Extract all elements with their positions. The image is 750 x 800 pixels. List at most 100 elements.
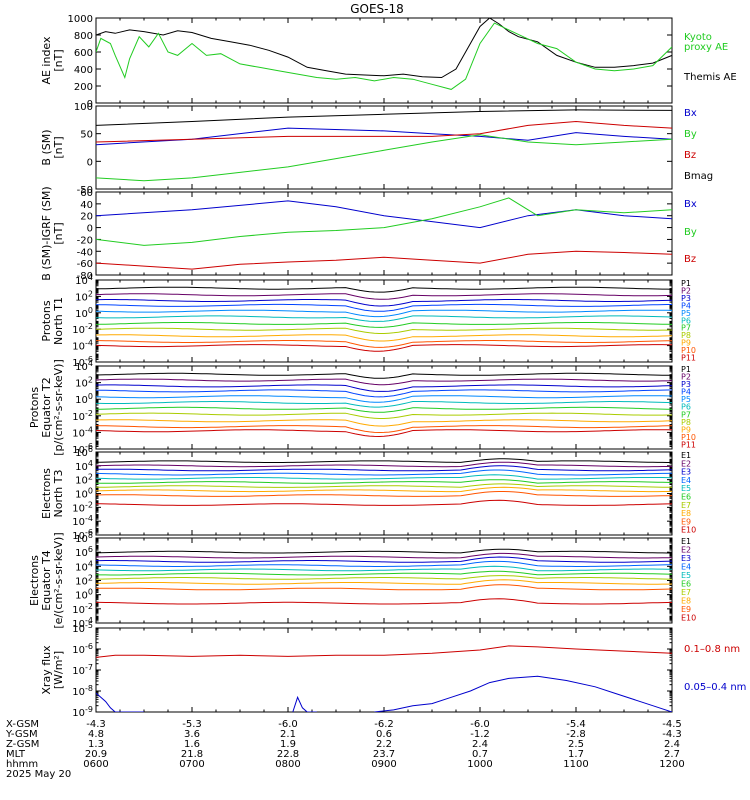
channel-e6 xyxy=(96,479,672,484)
y-tick-label: 102 xyxy=(75,289,93,303)
y-tick-label: 106 xyxy=(75,545,93,559)
legend-p6: P6 xyxy=(681,403,691,412)
y-tick-label: 10-8 xyxy=(72,684,93,698)
legend-p4: P4 xyxy=(681,301,691,310)
plot-area xyxy=(96,458,672,506)
legend-e10: E10 xyxy=(681,526,696,535)
x-row-value: 0700 xyxy=(179,759,204,770)
channel-p3 xyxy=(96,299,672,307)
x-row-value: 2.1 xyxy=(280,729,296,740)
y-axis-label: Xray flux xyxy=(40,645,53,695)
x-row-value: 1200 xyxy=(659,759,684,770)
y-tick-label: 100 xyxy=(75,487,93,501)
x-row-value: 2.5 xyxy=(568,739,584,750)
channel-p5 xyxy=(96,395,672,403)
legend-p2: P2 xyxy=(681,373,691,382)
plot-area xyxy=(96,548,672,605)
y-tick-label: 800 xyxy=(74,31,93,42)
y-tick-label: 10-4 xyxy=(72,339,93,353)
legend-entry: Kyoto xyxy=(684,32,712,43)
channel-p4 xyxy=(96,389,672,398)
x-row-value: 21.8 xyxy=(181,749,203,760)
channel-p2 xyxy=(96,378,672,386)
legend-e2: E2 xyxy=(681,459,691,468)
y-axis-label: North T1 xyxy=(52,297,65,345)
channel-e10 xyxy=(96,499,672,506)
channel-p4 xyxy=(96,303,672,312)
legend-p10: P10 xyxy=(681,346,696,355)
channel-p5 xyxy=(96,309,672,318)
legend-e9: E9 xyxy=(681,605,691,614)
x-row-value: 3.6 xyxy=(184,729,200,740)
x-row-value: 1.6 xyxy=(184,739,200,750)
y-tick-label: 10-9 xyxy=(72,705,93,719)
series-line xyxy=(96,134,672,182)
legend-entry: proxy AE xyxy=(684,42,728,53)
y-tick-label: 100 xyxy=(75,588,93,602)
x-row-label: Y-GSM xyxy=(5,729,38,740)
channel-p3 xyxy=(96,384,672,392)
x-row-value: -4.3 xyxy=(86,719,106,730)
y-axis-label: B (SM)-IGRF (SM) xyxy=(40,186,53,280)
y-axis-label: [nT] xyxy=(52,49,65,71)
x-row-value: 1100 xyxy=(563,759,588,770)
series-line xyxy=(96,197,672,246)
series-line xyxy=(96,18,672,79)
y-tick-label: 10-6 xyxy=(72,642,93,656)
channel-e3 xyxy=(96,556,672,563)
channel-e8 xyxy=(96,579,672,585)
channel-p9 xyxy=(96,419,672,427)
channel-e10 xyxy=(96,598,672,605)
y-tick-label: 102 xyxy=(75,376,93,390)
panel-5: 104 102 100 10-2 10-4 10-6 Protons Equator T2 [p… xyxy=(28,359,696,456)
panel-4: 104 102 100 10-2 10-4 10-6 Protons North T1 P1P2… xyxy=(40,273,696,369)
channel-e5 xyxy=(96,474,672,480)
y-tick-label: 10-2 xyxy=(72,322,93,336)
y-tick-label: 104 xyxy=(75,559,93,573)
plot-area xyxy=(96,18,672,90)
y-tick-label: 0 xyxy=(87,224,93,235)
legend-p6: P6 xyxy=(681,316,691,325)
channel-p11 xyxy=(96,344,672,352)
channel-e5 xyxy=(96,565,672,572)
y-tick-label: 106 xyxy=(75,445,93,459)
y-axis-label: [W/m²] xyxy=(52,651,65,689)
x-row-value: -5.4 xyxy=(566,719,586,730)
y-tick-label: 200 xyxy=(74,82,93,93)
panel-frame xyxy=(95,191,673,276)
legend-p11: P11 xyxy=(681,440,696,449)
legend-p10: P10 xyxy=(681,433,696,442)
series-line xyxy=(292,695,317,712)
y-tick-label: 400 xyxy=(74,65,93,76)
x-row-value: 2.2 xyxy=(376,739,392,750)
channel-p9 xyxy=(96,334,672,342)
y-tick-label: 10-6 xyxy=(72,355,93,369)
x-row-value: -1.2 xyxy=(470,729,490,740)
y-axis-label: [nT] xyxy=(52,136,65,158)
y-axis-label: Equator T2 xyxy=(40,377,53,437)
series-line xyxy=(96,109,672,126)
y-tick-label: 104 xyxy=(75,273,93,287)
x-row-value: -2.8 xyxy=(566,729,586,740)
channel-p1 xyxy=(96,372,672,379)
y-tick-label: 0 xyxy=(87,99,93,110)
series-line xyxy=(96,120,672,143)
legend-e9: E9 xyxy=(681,517,691,526)
x-row-label: X-GSM xyxy=(6,719,39,730)
date-label: 2025 May 20 xyxy=(6,769,71,780)
y-axis-label: AE index xyxy=(40,36,53,85)
legend-e2: E2 xyxy=(681,546,691,555)
x-row-value: -4.3 xyxy=(662,729,682,740)
legend-entry: 0.05–0.4 nm xyxy=(684,682,746,693)
x-row-value: 1.7 xyxy=(568,749,584,760)
channel-p1 xyxy=(96,286,672,293)
panel-1: 0 200 400 600 800 1000 AE index [nT] Kyotoproxy … xyxy=(40,14,737,110)
plot-title: GOES-18 xyxy=(350,2,404,16)
x-row-value: -6.0 xyxy=(278,719,298,730)
legend-entry: Bz xyxy=(684,254,696,265)
y-tick-label: 10-6 xyxy=(72,442,93,456)
legend-p8: P8 xyxy=(681,331,691,340)
legend-e8: E8 xyxy=(681,597,691,606)
